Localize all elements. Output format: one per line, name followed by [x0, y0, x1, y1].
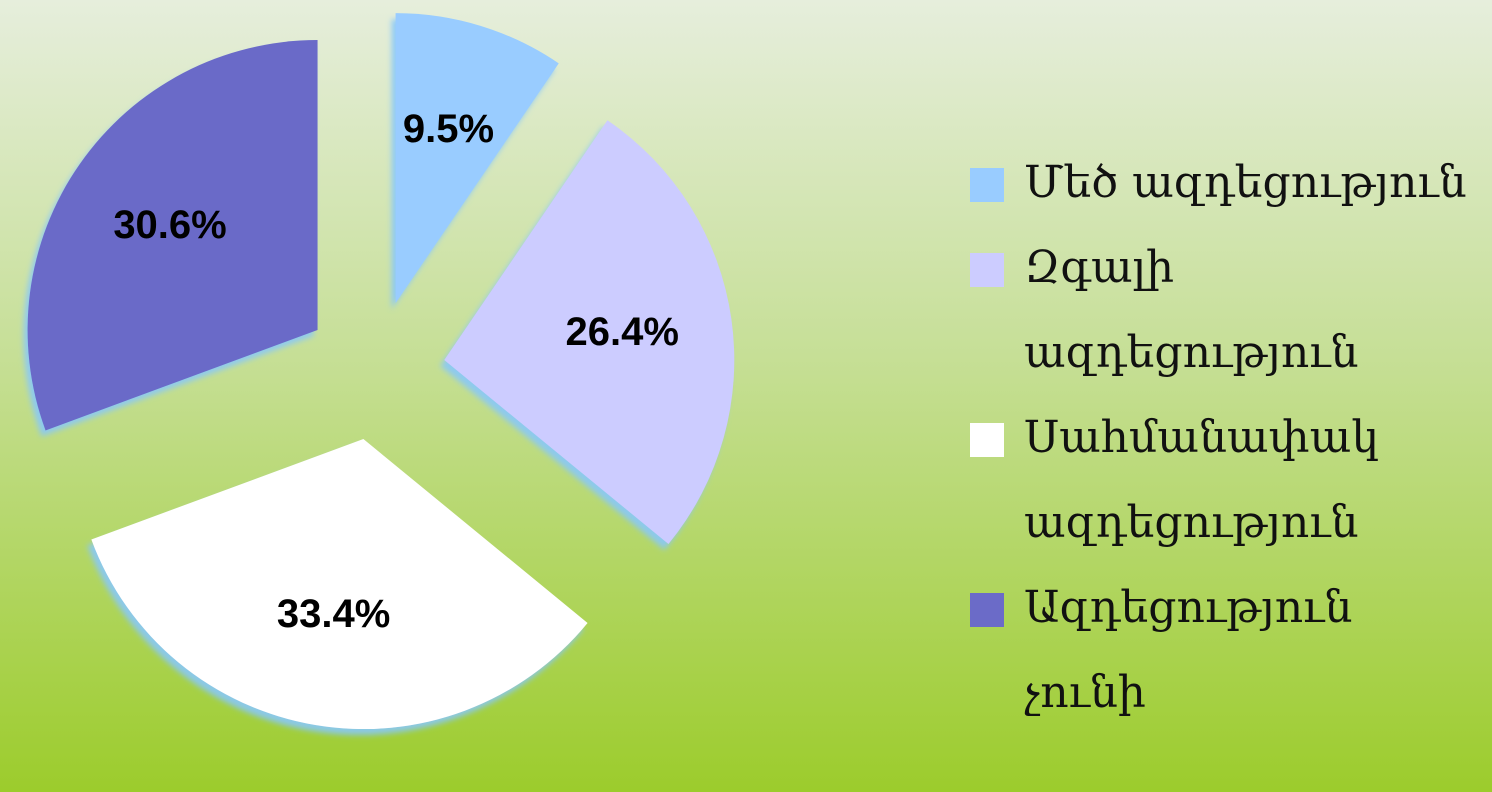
data-label: 9.5% — [403, 107, 494, 151]
pie-slice — [27, 39, 318, 431]
legend-item: Սահմանափակ ազդեցություն — [970, 395, 1470, 565]
legend-item: Մեծ ազդեցություն — [970, 140, 1470, 225]
pie-slice — [395, 13, 559, 304]
legend-swatch — [970, 168, 1004, 202]
legend-label: Մեծ ազդեցություն — [1024, 157, 1467, 208]
chart: 9.5% 26.4% 33.4% 30.6% — [27, 13, 735, 730]
legend-label: Զգալի ազդեցություն — [1024, 242, 1359, 378]
pie-slice — [91, 439, 588, 730]
legend-swatch — [970, 423, 1004, 457]
legend-swatch — [970, 253, 1004, 287]
data-label: 33.4% — [277, 592, 390, 636]
pie-slice — [444, 120, 735, 544]
pie: 9.5% 26.4% 33.4% 30.6% — [27, 13, 735, 730]
legend: Մեծ ազդեցություն Զգալի ազդեցություն Սահման… — [970, 140, 1470, 735]
data-label: 30.6% — [113, 203, 226, 247]
legend-label: Սահմանափակ ազդեցություն — [1024, 412, 1379, 548]
legend-label: Ազդեցություն չունի — [1024, 582, 1353, 718]
legend-item: Ազդեցություն չունի — [970, 565, 1470, 735]
legend-item: Զգալի ազդեցություն — [970, 225, 1470, 395]
legend-swatch — [970, 593, 1004, 627]
data-label: 26.4% — [566, 310, 679, 354]
